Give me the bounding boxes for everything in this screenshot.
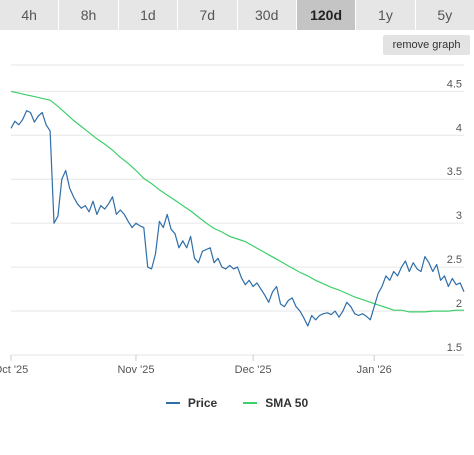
legend-swatch-price <box>165 402 180 404</box>
tab-4h[interactable]: 4h <box>0 0 59 30</box>
legend-label-sma: SMA 50 <box>265 396 309 410</box>
y-tick-label: 3 <box>456 210 462 222</box>
legend-item-sma[interactable]: SMA 50 <box>243 396 308 410</box>
y-tick-label: 3.5 <box>447 166 462 178</box>
x-tick-label: Jan '26 <box>357 364 392 376</box>
x-axis-ticks: Oct '25 Nov '25 Dec '25 Jan '26 <box>0 355 392 376</box>
y-tick-label: 2.5 <box>447 254 462 266</box>
remove-graph-button[interactable]: remove graph <box>383 35 470 55</box>
legend-label-price: Price <box>187 396 218 410</box>
price-line <box>10 110 465 327</box>
y-tick-label: 4 <box>456 122 462 134</box>
tab-30d[interactable]: 30d <box>237 0 296 30</box>
tab-5y[interactable]: 5y <box>415 0 474 30</box>
x-tick-label: Nov '25 <box>117 364 154 376</box>
sma-layer <box>10 90 464 313</box>
tab-120d[interactable]: 120d <box>296 0 356 30</box>
price-chart: 1.5 2 2.5 3 3.5 4 4.5 Oct '25 Nov '25 Dec '25 Jan… <box>0 64 465 376</box>
tab-1y[interactable]: 1y <box>356 0 415 30</box>
legend-item-price[interactable]: Price <box>165 396 218 410</box>
y-tick-label: 4.5 <box>447 78 462 90</box>
tab-8h[interactable]: 8h <box>59 0 118 30</box>
sma-50-line <box>10 90 464 313</box>
timeframe-tabs: 4h 8h 1d 7d 30d 120d 1y 5y <box>0 0 474 30</box>
tab-1d[interactable]: 1d <box>118 0 178 30</box>
y-tick-label: 2 <box>456 298 462 310</box>
x-tick-label: Oct '25 <box>0 364 28 376</box>
y-tick-label: 1.5 <box>447 342 462 354</box>
chart-grid <box>11 64 464 356</box>
y-axis-ticks: 1.5 2 2.5 3 3.5 4 4.5 <box>447 78 462 354</box>
tab-7d[interactable]: 7d <box>178 0 237 30</box>
chart-legend: Price SMA 50 <box>0 393 474 413</box>
x-tick-label: Dec '25 <box>235 364 272 376</box>
price-layer <box>10 110 465 327</box>
legend-swatch-sma <box>243 402 258 404</box>
